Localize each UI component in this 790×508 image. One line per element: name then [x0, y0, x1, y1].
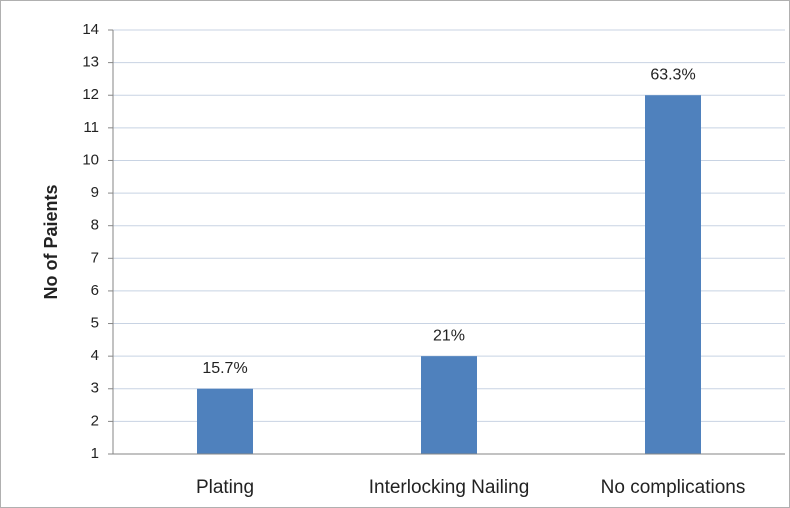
y-tick-label: 1	[91, 445, 99, 462]
x-tick-label: Plating	[196, 477, 254, 498]
y-tick-label: 13	[82, 54, 99, 71]
bar	[421, 356, 477, 454]
bar-annotation: 63.3%	[650, 66, 695, 83]
y-tick-label: 9	[91, 184, 99, 201]
bar	[645, 95, 701, 454]
y-tick-label: 3	[91, 380, 99, 397]
y-tick-label: 10	[82, 151, 99, 168]
bar	[197, 388, 253, 454]
y-tick-label: 4	[91, 347, 99, 364]
y-axis-label: No of Paients	[41, 184, 61, 299]
bar-annotation: 21%	[433, 327, 465, 344]
y-tick-label: 2	[91, 412, 99, 429]
y-tick-label: 6	[91, 282, 99, 299]
y-tick-label: 8	[91, 217, 99, 234]
x-tick-label: Interlocking Nailing	[369, 477, 530, 498]
x-tick-label: No complications	[601, 477, 746, 498]
bar-annotation: 15.7%	[202, 360, 247, 377]
y-tick-label: 5	[91, 315, 99, 332]
y-tick-label: 12	[82, 86, 99, 103]
y-tick-label: 11	[83, 119, 99, 136]
y-tick-label: 14	[82, 21, 99, 38]
y-tick-label: 7	[91, 249, 99, 266]
